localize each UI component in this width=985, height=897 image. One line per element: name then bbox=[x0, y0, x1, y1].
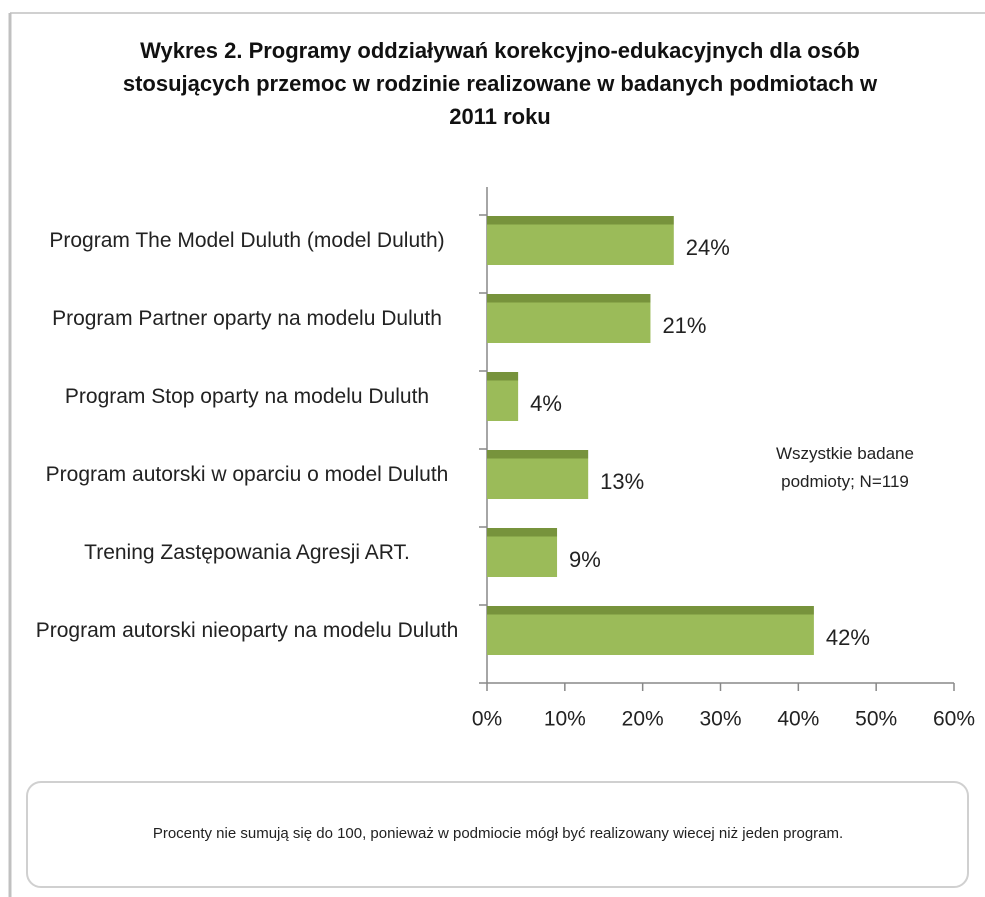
x-tick-label: 30% bbox=[699, 708, 741, 731]
y-tick-label: Program autorski nieoparty na modelu Dul… bbox=[35, 618, 459, 642]
data-label: 9% bbox=[569, 547, 601, 572]
y-tick-label: Program Partner oparty na modelu Duluth bbox=[52, 306, 442, 330]
data-label: 24% bbox=[686, 235, 730, 260]
bar bbox=[487, 372, 519, 421]
annotation: Wszystkie badane podmioty; N=119 bbox=[776, 444, 914, 491]
x-tick-label: 40% bbox=[777, 708, 819, 731]
bar bbox=[487, 216, 674, 265]
bar bbox=[487, 528, 558, 577]
bar bbox=[487, 606, 814, 655]
footnote: Procenty nie sumują się do 100, ponieważ… bbox=[152, 825, 844, 842]
bar bbox=[487, 450, 589, 499]
bar bbox=[487, 294, 651, 343]
data-label: 4% bbox=[530, 391, 562, 416]
footnote-box bbox=[26, 781, 969, 888]
x-tick-label: 10% bbox=[544, 708, 586, 731]
x-tick-label: 50% bbox=[855, 708, 897, 731]
y-tick-label: Program The Model Duluth (model Duluth) bbox=[49, 228, 445, 252]
data-label: 21% bbox=[662, 313, 706, 338]
y-tick-label: Program autorski w oparciu o model Dulut… bbox=[45, 462, 449, 486]
y-tick-label: Trening Zastępowania Agresji ART. bbox=[84, 540, 410, 564]
chart-title: Wykres 2. Programy oddziaływań korekcyjn… bbox=[122, 38, 878, 129]
x-tick-label: 0% bbox=[472, 708, 502, 731]
x-tick-label: 20% bbox=[622, 708, 664, 731]
y-tick-label: Program Stop oparty na modelu Duluth bbox=[64, 384, 430, 408]
data-label: 42% bbox=[826, 625, 870, 650]
data-label: 13% bbox=[600, 469, 644, 494]
x-tick-label: 60% bbox=[933, 708, 975, 731]
